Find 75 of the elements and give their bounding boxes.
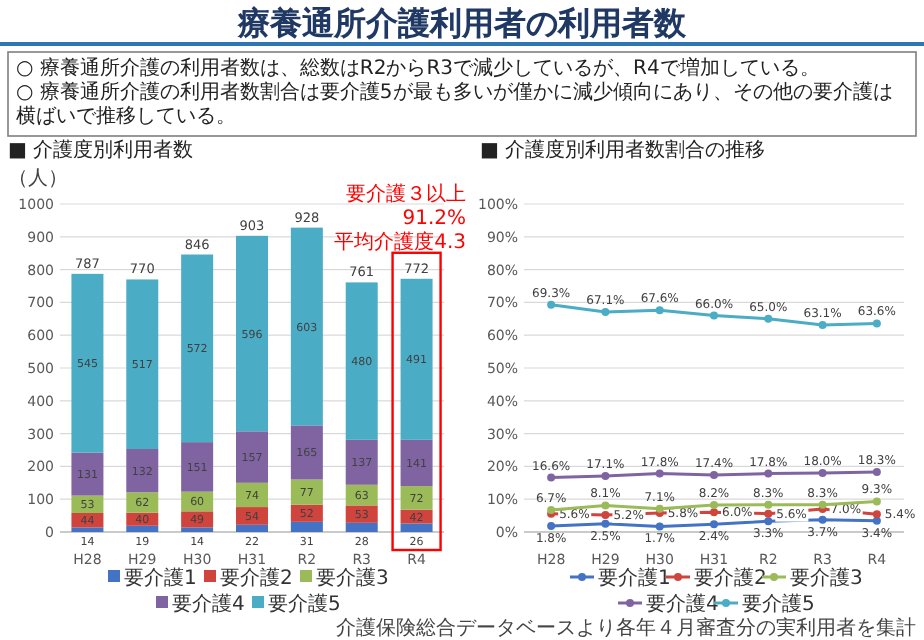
point xyxy=(818,468,827,477)
bar xyxy=(126,525,159,532)
legend-label: 要介護3 xyxy=(316,566,389,590)
bar xyxy=(400,523,433,532)
legend-label: 要介護1 xyxy=(124,566,197,590)
chart-title: ■ 介護度別利用者数 xyxy=(8,138,194,162)
bar xyxy=(400,439,433,487)
chart-title: ■ 介護度別利用者数割合の推移 xyxy=(480,138,766,162)
point xyxy=(818,321,827,330)
point xyxy=(710,508,718,517)
text: ○ 療養通所介護の利用者数割合は要介護5が最も多いが僅かに減少傾向にあり、その他の要介護は横ばいで推移している。 xyxy=(16,80,893,128)
bar xyxy=(290,227,323,426)
annotation: 91.2% xyxy=(402,208,466,230)
legend-label: 要介護5 xyxy=(742,592,815,616)
bar xyxy=(400,486,433,510)
bar xyxy=(236,431,268,483)
bar xyxy=(126,492,159,513)
point xyxy=(764,314,773,323)
annotation: 平均介護度4.3 xyxy=(334,230,466,254)
bar xyxy=(290,425,323,480)
point xyxy=(818,515,827,524)
bar xyxy=(181,254,214,443)
bar xyxy=(290,479,323,505)
point xyxy=(710,311,718,320)
bar xyxy=(236,482,268,508)
point xyxy=(872,319,881,328)
point xyxy=(601,519,610,528)
point xyxy=(601,510,610,519)
point xyxy=(601,471,610,480)
point xyxy=(547,473,556,482)
text: 療養通所介護利用者の利用者数 xyxy=(236,4,688,42)
point xyxy=(764,500,773,509)
y-axis-title: （人） xyxy=(8,168,68,190)
bar xyxy=(236,507,268,525)
point xyxy=(655,469,664,478)
point xyxy=(655,306,664,315)
bar xyxy=(126,279,159,450)
point xyxy=(655,522,664,531)
point xyxy=(601,307,610,316)
bar xyxy=(236,524,268,532)
bar xyxy=(345,439,378,485)
bar xyxy=(400,278,433,440)
point xyxy=(601,501,610,510)
legend-label: 要介護5 xyxy=(268,592,341,616)
point xyxy=(764,469,773,478)
point xyxy=(872,497,881,506)
point xyxy=(872,467,881,476)
point xyxy=(764,509,773,518)
point xyxy=(872,510,881,519)
bar xyxy=(236,235,268,432)
bar xyxy=(71,273,104,453)
point xyxy=(655,504,664,513)
bar xyxy=(71,452,104,496)
bar xyxy=(290,521,323,532)
legend-label: 要介護2 xyxy=(694,566,767,590)
point xyxy=(872,516,881,525)
bar xyxy=(126,449,159,493)
annotation: 要介護３以上 xyxy=(346,182,466,206)
point xyxy=(710,470,718,479)
point xyxy=(547,522,556,531)
point xyxy=(818,500,827,509)
bar xyxy=(345,522,378,532)
legend-label: 要介護3 xyxy=(790,566,863,590)
legend-label: 要介護1 xyxy=(598,566,671,590)
text: ○ 療養通所介護の利用者数は、総数はR2からR3で減少しているが、R4で増加している。 xyxy=(16,56,820,80)
point xyxy=(710,501,718,510)
point xyxy=(764,517,773,526)
point xyxy=(710,520,718,529)
legend-label: 要介護2 xyxy=(220,566,293,590)
bar xyxy=(345,282,378,440)
point xyxy=(547,300,556,309)
text: 介護保険総合データベースより各年４月審査分の実利用者を集計 xyxy=(336,616,916,640)
legend-label: 要介護4 xyxy=(172,592,245,616)
bar xyxy=(345,505,378,523)
bar xyxy=(181,442,214,492)
